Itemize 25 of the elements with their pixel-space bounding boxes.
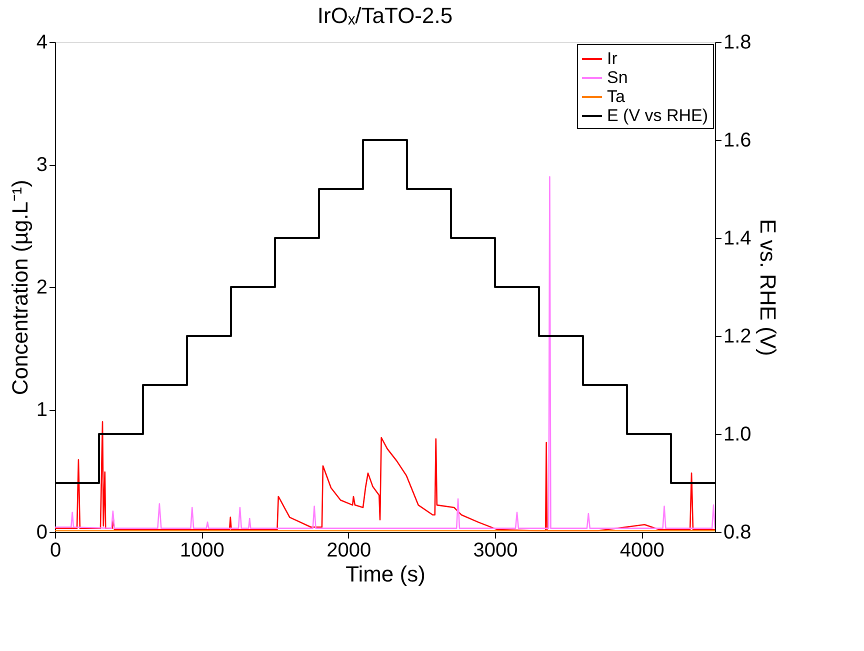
y2-tick-label: 1.8 [724, 32, 752, 54]
legend-label: Ta [607, 87, 626, 106]
x-axis-title: Time (s) [346, 562, 426, 586]
x-tick-label: 1000 [180, 540, 224, 562]
y-axis-title: Concentration (µg.L⁻¹) [7, 180, 32, 396]
x-tick-label: 4000 [620, 540, 664, 562]
legend-label: E (V vs RHE) [607, 106, 708, 125]
x-tick-label: 0 [50, 540, 62, 562]
x-tick-label: 3000 [473, 540, 518, 562]
x-tick-label: 2000 [326, 540, 372, 562]
y2-tick-label: 1.4 [724, 228, 752, 250]
y-tick-label: 2 [36, 276, 48, 298]
legend-label: Sn [607, 68, 628, 87]
y2-tick-label: 0.8 [724, 522, 752, 544]
y2-axis-title: E vs. RHE (V) [755, 219, 780, 356]
line-series [55, 176, 715, 529]
y-tick-label: 1 [36, 399, 48, 421]
y2-tick-label: 1.2 [724, 326, 752, 348]
y-tick-label: 4 [36, 32, 48, 54]
y2-tick-label: 1.0 [724, 424, 752, 446]
legend-label: Ir [607, 49, 618, 68]
y-tick-label: 0 [36, 522, 48, 544]
y-tick-label: 3 [36, 154, 48, 176]
y2-tick-label: 1.6 [724, 130, 752, 152]
chart-title: IrOₓ/TaTO-2.5 [317, 3, 453, 28]
